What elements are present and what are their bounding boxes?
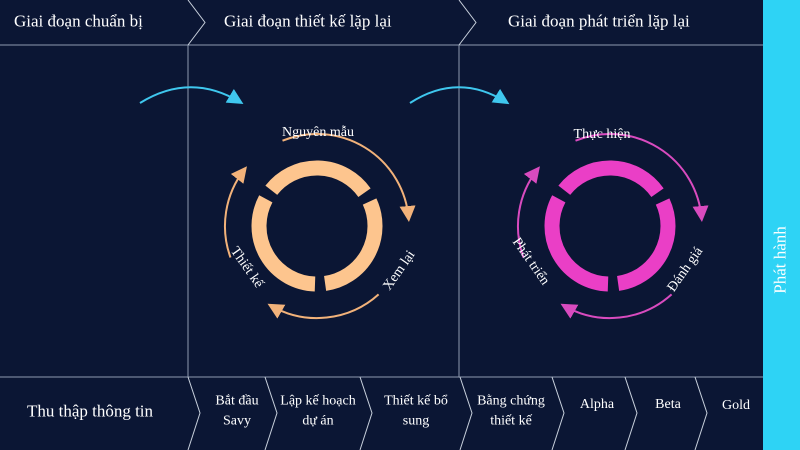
step-label: Lập kế hoạch dự án <box>280 393 356 429</box>
cycle-ring <box>616 198 676 291</box>
release-label: Phát hành <box>770 226 790 294</box>
step-label: Bắt đầu Savy <box>215 393 259 429</box>
cycle-ring <box>265 160 371 198</box>
release-bar <box>763 0 800 450</box>
cycle-arrow <box>575 133 709 222</box>
chevron <box>694 376 708 450</box>
flow-arrow <box>139 86 244 105</box>
flow-arrow <box>409 86 510 105</box>
chevron <box>359 376 373 450</box>
chevron <box>459 376 473 450</box>
cycle-arrow <box>267 293 380 320</box>
cycle-arrow <box>282 133 416 222</box>
step-label: Thiết kế bổ sung <box>384 393 448 429</box>
cycle-arrow <box>223 166 247 258</box>
cycle-ring <box>558 160 664 198</box>
cycle-label: Thực hiện <box>573 126 631 142</box>
phase-label: Giai đoạn thiết kế lặp lại <box>224 11 392 31</box>
step-label: Bằng chứng thiết kế <box>477 393 545 429</box>
step-label: Beta <box>655 396 681 412</box>
step-label: Gold <box>722 397 750 413</box>
phase-label: Giai đoạn phát triển lặp lại <box>508 11 690 31</box>
phase-label: Giai đoạn chuẩn bị <box>14 11 143 31</box>
cycle-ring <box>323 198 383 291</box>
step-label: Alpha <box>579 396 615 412</box>
chevron <box>187 0 206 46</box>
chevron <box>551 376 565 450</box>
chevron <box>458 0 477 46</box>
step-label: Thu thập thông tin <box>26 401 154 421</box>
cycle-arrow <box>516 166 540 258</box>
chevron <box>264 376 278 450</box>
cycle-label: Nguyên mẫu <box>282 124 354 140</box>
chevron <box>624 376 638 450</box>
chevron <box>187 376 201 450</box>
cycle-ring <box>544 195 609 292</box>
cycle-arrow <box>560 293 673 320</box>
cycle-ring <box>251 195 316 292</box>
